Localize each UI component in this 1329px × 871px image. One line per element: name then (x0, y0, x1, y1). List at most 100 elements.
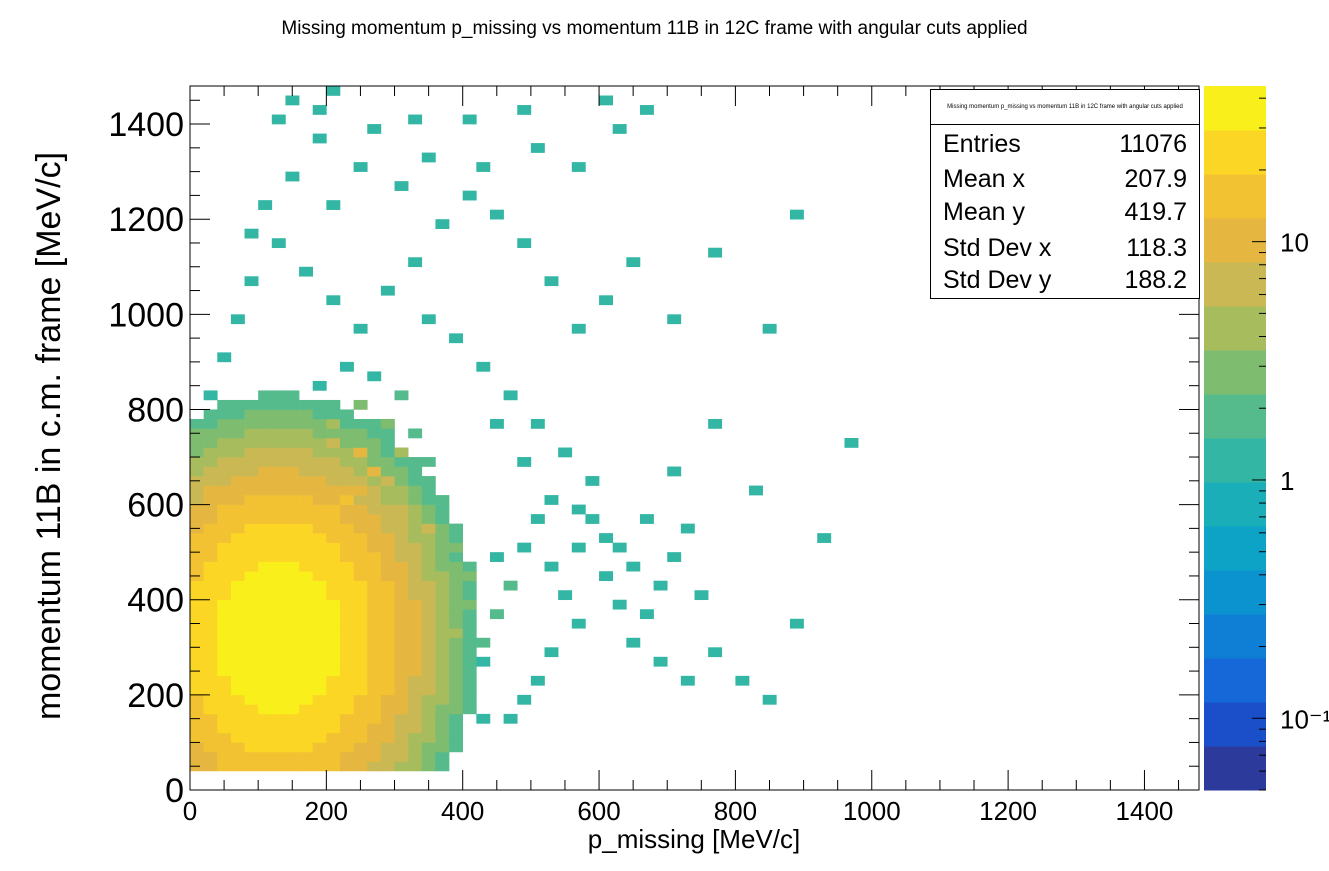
heatmap-cell (244, 561, 259, 572)
heatmap-cell (421, 723, 436, 734)
heatmap-cell (339, 542, 354, 553)
heatmap-cell (339, 514, 354, 524)
heatmap-cell (435, 694, 450, 705)
heatmap-cell (394, 523, 409, 534)
heatmap-cell (353, 628, 368, 639)
heatmap-cell (489, 209, 504, 220)
colorbar-segment (1204, 702, 1266, 747)
heatmap-cell (394, 590, 409, 601)
heatmap-cell (299, 647, 314, 658)
heatmap-cell (408, 561, 423, 572)
heatmap-cell (353, 637, 368, 648)
heatmap-cell (353, 438, 368, 448)
x-axis-label: p_missing [MeV/c] (588, 824, 800, 854)
heatmap-cell (258, 438, 273, 448)
heatmap-cell (353, 476, 368, 486)
heatmap-cell (394, 713, 409, 724)
heatmap-cell (217, 533, 232, 543)
heatmap-cell (285, 466, 300, 477)
heatmap-cell (326, 732, 341, 743)
heatmap-cell (421, 561, 436, 572)
heatmap-cell (299, 514, 314, 524)
heatmap-cell (271, 466, 286, 477)
heatmap-cell (326, 466, 341, 477)
heatmap-cell (285, 533, 300, 543)
heatmap-cell (190, 704, 204, 715)
heatmap-cell (380, 732, 395, 743)
colorbar-segment (1204, 526, 1266, 571)
heatmap-cell (558, 590, 573, 601)
heatmap-cell (312, 742, 327, 753)
heatmap-cell (271, 399, 286, 410)
heatmap-cell (258, 571, 273, 581)
heatmap-cell (421, 514, 436, 524)
heatmap-cell (299, 466, 314, 477)
heatmap-cell (353, 399, 368, 410)
heatmap-cell (380, 656, 395, 667)
heatmap-cell (271, 485, 286, 496)
heatmap-cell (258, 704, 273, 715)
heatmap-cell (476, 162, 491, 172)
heatmap-cell (408, 713, 423, 724)
heatmap-cell (217, 409, 232, 420)
heatmap-cell (299, 571, 314, 581)
heatmap-cell (612, 124, 627, 134)
y-tick-label: 1000 (108, 296, 184, 334)
heatmap-cell (203, 656, 218, 667)
heatmap-cell (462, 628, 477, 639)
heatmap-cell (394, 571, 409, 581)
heatmap-cell (258, 390, 273, 401)
heatmap-cell (326, 561, 341, 572)
heatmap-cell (503, 713, 518, 724)
heatmap-cell (394, 533, 409, 543)
colorbar-segment (1204, 350, 1266, 395)
heatmap-cell (449, 742, 464, 753)
heatmap-cell (258, 666, 273, 677)
heatmap-cell (203, 761, 218, 772)
heatmap-cell (817, 533, 832, 543)
heatmap-cell (339, 732, 354, 743)
heatmap-cell (489, 609, 504, 620)
heatmap-cell (244, 523, 259, 534)
heatmap-cell (244, 599, 259, 610)
heatmap-cell (435, 561, 450, 572)
heatmap-cell (408, 656, 423, 667)
heatmap-cell (408, 571, 423, 581)
heatmap-cell (190, 561, 204, 572)
heatmap-cell (408, 495, 423, 505)
heatmap-cell (380, 761, 395, 772)
heatmap-cell (394, 504, 409, 515)
heatmap-cell (462, 694, 477, 705)
heatmap-cell (408, 552, 423, 562)
heatmap-cell (408, 609, 423, 620)
heatmap-cell (258, 675, 273, 686)
heatmap-cell (476, 361, 491, 372)
heatmap-cell (203, 590, 218, 601)
heatmap-cell (312, 685, 327, 696)
heatmap-cell (258, 590, 273, 601)
heatmap-cell (312, 399, 327, 410)
heatmap-cell (667, 466, 682, 477)
heatmap-cell (190, 685, 204, 696)
heatmap-cell (326, 533, 341, 543)
heatmap-cell (367, 514, 382, 524)
heatmap-cell (394, 495, 409, 505)
heatmap-cell (190, 656, 204, 667)
heatmap-cell (271, 761, 286, 772)
heatmap-cell (258, 580, 273, 591)
heatmap-cell (312, 438, 327, 448)
heatmap-cell (462, 114, 477, 125)
heatmap-cell (530, 675, 545, 686)
heatmap-cell (394, 761, 409, 772)
heatmap-cell (503, 390, 518, 401)
heatmap-cell (626, 561, 641, 572)
heatmap-cell (367, 476, 382, 486)
heatmap-cell (271, 514, 286, 524)
heatmap-cell (421, 580, 436, 591)
heatmap-cell (408, 466, 423, 477)
heatmap-cell (203, 409, 218, 420)
heatmap-cell (285, 675, 300, 686)
heatmap-cell (408, 628, 423, 639)
heatmap-cell (339, 675, 354, 686)
colorbar-segment (1204, 482, 1266, 527)
